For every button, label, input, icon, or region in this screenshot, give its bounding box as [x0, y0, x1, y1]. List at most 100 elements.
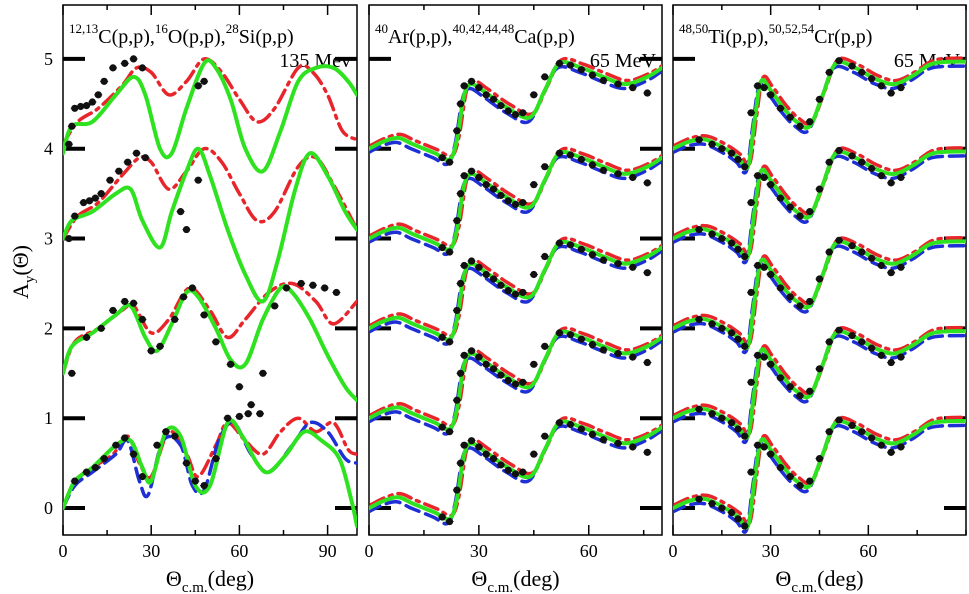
data-point — [100, 77, 108, 85]
data-point — [129, 299, 138, 307]
data-point — [519, 199, 527, 207]
data-point — [718, 504, 726, 512]
data-point — [806, 387, 814, 395]
data-point — [747, 378, 755, 386]
panels: 0 1 2 3 4 5 0 30 60 90 Θc.m.(deg) 12,13C(p,p),16O(p… — [44, 4, 967, 594]
data-point — [566, 241, 575, 249]
data-point — [68, 122, 76, 130]
data-point — [741, 252, 749, 261]
data-point — [599, 436, 608, 444]
series-line-green — [673, 149, 966, 261]
data-point — [629, 443, 637, 451]
data-point — [629, 173, 637, 182]
data-point — [271, 302, 279, 310]
data-point — [566, 420, 575, 429]
data-point — [806, 208, 814, 216]
series-line-red — [369, 326, 662, 428]
data-point — [456, 369, 465, 377]
data-point — [467, 347, 476, 355]
data-point — [88, 98, 96, 106]
data-point — [577, 155, 586, 164]
data-point — [475, 84, 483, 92]
data-point — [467, 167, 476, 175]
series-line-red — [673, 415, 966, 526]
data-point — [445, 428, 454, 436]
data-point — [566, 61, 575, 69]
data-point — [588, 161, 597, 169]
data-point — [806, 297, 814, 306]
y-axis-title-sub: y — [22, 275, 38, 283]
data-point — [897, 263, 905, 271]
y-axis-title: Ay(Θ) — [8, 245, 38, 299]
x-tick-label: 0 — [59, 541, 68, 561]
series-line-red — [369, 416, 662, 518]
x-axis-title: Θc.m.(deg) — [775, 566, 863, 594]
data-point — [82, 102, 91, 110]
data-point — [456, 279, 465, 288]
data-point — [541, 252, 549, 261]
data-point — [555, 419, 564, 427]
data-point — [519, 109, 527, 117]
data-point — [599, 256, 608, 264]
data-point — [734, 155, 742, 164]
data-point — [226, 360, 235, 368]
data-point — [566, 331, 575, 339]
data-point — [577, 425, 586, 433]
data-point — [897, 84, 905, 92]
data-point — [445, 517, 454, 526]
data-point — [776, 374, 785, 382]
data-point — [734, 245, 742, 253]
data-point — [519, 468, 527, 476]
data-point — [796, 212, 804, 220]
x-tick-label: 0 — [669, 541, 678, 561]
data-point — [887, 179, 895, 187]
data-point — [511, 110, 520, 119]
data-point — [643, 448, 651, 456]
y-tick-label: 3 — [44, 229, 53, 249]
data-point — [497, 461, 505, 469]
data-point — [212, 455, 220, 463]
data-point — [747, 288, 755, 297]
series-line-red — [369, 146, 662, 248]
data-point — [504, 376, 512, 385]
data-point — [91, 194, 99, 202]
data-point — [456, 190, 465, 198]
data-point — [588, 251, 597, 259]
data-point — [475, 443, 483, 451]
data-point — [453, 486, 461, 494]
data-point — [825, 428, 833, 436]
data-point — [71, 104, 79, 112]
panel-energy: 65 MeV — [590, 50, 657, 72]
data-point — [718, 234, 726, 243]
data-point — [734, 425, 742, 433]
x-axis-title: Θc.m.(deg) — [166, 566, 254, 594]
y-axis-title-main: A — [8, 283, 33, 299]
data-point — [453, 216, 461, 225]
data-point — [194, 82, 202, 90]
data-point — [124, 158, 132, 166]
data-point — [599, 76, 608, 85]
series-line-red — [369, 236, 662, 338]
data-point — [877, 82, 885, 90]
data-point — [68, 369, 76, 377]
data-point — [489, 95, 498, 103]
data-point — [489, 185, 498, 193]
data-point — [438, 243, 446, 252]
data-point — [97, 324, 105, 332]
data-point — [179, 293, 188, 301]
data-point — [445, 248, 454, 256]
data-point — [65, 234, 73, 243]
data-point — [695, 225, 703, 234]
data-point — [643, 269, 651, 277]
data-point — [825, 158, 833, 166]
data-point — [825, 248, 833, 256]
data-point — [835, 57, 843, 65]
data-point — [754, 82, 762, 90]
data-point — [297, 279, 305, 288]
data-point — [848, 421, 856, 430]
data-point — [482, 91, 490, 99]
data-point — [82, 468, 91, 476]
data-point — [200, 77, 208, 85]
series-line-red — [673, 146, 966, 257]
data-point — [460, 82, 468, 90]
